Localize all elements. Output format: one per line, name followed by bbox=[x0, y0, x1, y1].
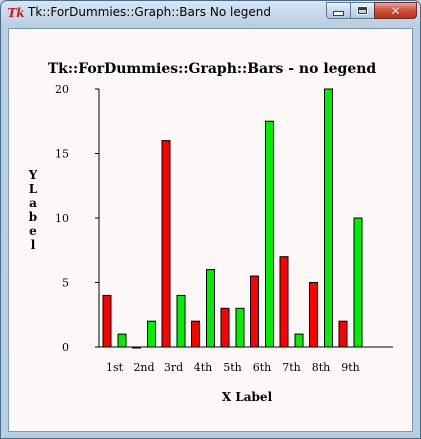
chart-title: Tk::ForDummies::Graph::Bars - no legend bbox=[48, 61, 377, 77]
bar-1-7th bbox=[279, 256, 289, 348]
bar-chart: Tk::ForDummies::Graph::Bars - no legend … bbox=[28, 61, 393, 404]
bar-1-1st bbox=[102, 294, 112, 348]
x-tick-label-8th: 8th bbox=[312, 361, 331, 374]
y-axis-label-char: L bbox=[29, 182, 38, 196]
bar-1-9th bbox=[338, 320, 348, 348]
x-tick-label-4th: 4th bbox=[194, 361, 213, 374]
bar-2-1st bbox=[117, 333, 127, 348]
bar-2-8th bbox=[324, 88, 333, 348]
close-icon: ✕ bbox=[390, 3, 401, 18]
y-tick-label-0: 0 bbox=[62, 341, 69, 354]
bar-2-3rd bbox=[176, 294, 186, 348]
x-tick-label-9th: 9th bbox=[341, 361, 360, 374]
y-axis-label-char: b bbox=[29, 210, 37, 224]
x-tick-label-6th: 6th bbox=[253, 361, 272, 374]
close-button[interactable]: ✕ bbox=[374, 2, 417, 19]
bar-1-3rd bbox=[161, 140, 171, 348]
bar-2-7th bbox=[294, 333, 304, 348]
bar-1-6th bbox=[250, 275, 259, 348]
y-axis-label-char: a bbox=[29, 196, 37, 210]
bar-1-5th bbox=[220, 307, 230, 348]
y-tick-label-10: 10 bbox=[55, 212, 69, 225]
y-tick-label-5: 5 bbox=[62, 277, 69, 290]
bar-2-9th bbox=[353, 217, 363, 348]
bars-layer bbox=[102, 88, 363, 349]
bar-2-2nd bbox=[147, 320, 156, 348]
y-axis-label-char: e bbox=[29, 224, 37, 238]
axes-layer bbox=[98, 89, 393, 348]
x-tick-label-3rd: 3rd bbox=[164, 361, 183, 374]
chart-canvas: Tk::ForDummies::Graph::Bars - no legend … bbox=[8, 28, 413, 432]
x-tick-label-1st: 1st bbox=[106, 361, 124, 374]
minimize-icon bbox=[333, 11, 344, 16]
bar-2-4th bbox=[206, 269, 215, 348]
maximize-icon bbox=[357, 6, 368, 15]
x-tick-label-5th: 5th bbox=[223, 361, 242, 374]
x-axis-label: X Label bbox=[222, 390, 273, 404]
tk-icon: Tk bbox=[7, 6, 25, 20]
bar-1-8th bbox=[309, 282, 318, 348]
minimize-button[interactable] bbox=[326, 2, 351, 19]
x-tick-label-7th: 7th bbox=[282, 361, 301, 374]
y-tick-label-15: 15 bbox=[55, 148, 69, 161]
y-axis-label-char: l bbox=[31, 238, 36, 252]
maximize-button[interactable] bbox=[350, 2, 375, 19]
ticks-layer: 0 5 10 15 20 1st 2nd 3rd 4th 5th 6th 7th 8th 9th bbox=[55, 83, 360, 374]
bar-2-5th bbox=[235, 307, 245, 348]
x-tick-label-2nd: 2nd bbox=[133, 361, 154, 374]
bar-2-6th bbox=[265, 120, 274, 348]
y-axis-label-char: Y bbox=[28, 168, 38, 182]
y-tick-label-20: 20 bbox=[55, 83, 69, 96]
window-title: Tk::ForDummies::Graph::Bars No legend bbox=[28, 5, 271, 19]
bar-1-4th bbox=[191, 320, 200, 348]
title-bar[interactable]: Tk Tk::ForDummies::Graph::Bars No legend… bbox=[1, 1, 420, 26]
